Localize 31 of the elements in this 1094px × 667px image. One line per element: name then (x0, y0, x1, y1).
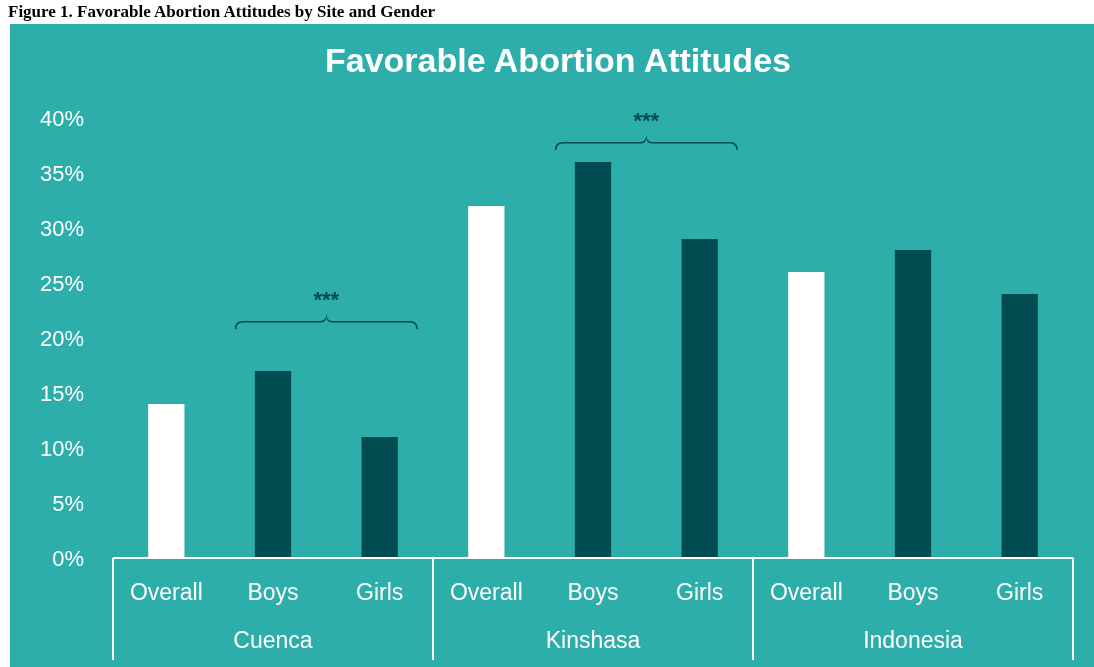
x-tick-label: Girls (356, 579, 404, 605)
y-tick-label: 0% (52, 545, 84, 571)
y-tick-label: 35% (39, 160, 84, 186)
bar (681, 239, 718, 558)
x-tick-label: Boys (887, 579, 939, 605)
x-tick-label: Girls (996, 579, 1044, 605)
y-tick-label: 25% (39, 270, 84, 296)
y-tick-label: 40% (39, 105, 84, 131)
caption: Figure 1. Favorable Abortion Attitudes by Site and Gender (8, 2, 436, 21)
y-tick-label: 5% (52, 490, 84, 516)
y-tick-label: 15% (39, 380, 84, 406)
text: Indonesia (863, 627, 964, 653)
chart-title: Favorable Abortion Attitudes (325, 41, 791, 79)
annotation: *** (313, 287, 340, 312)
x-tick-label: Boys (247, 579, 299, 605)
x-tick-label: Boys (567, 579, 619, 605)
bar (361, 437, 398, 558)
bar (894, 250, 932, 558)
text: Kinshasa (545, 627, 641, 653)
y-tick-label: 10% (39, 435, 84, 461)
y-tick-label: 20% (39, 325, 84, 351)
text: Cuenca (233, 627, 313, 653)
x-tick-label: Girls (676, 579, 724, 605)
x-tick-label: Overall (129, 579, 203, 605)
y-tick-label: 30% (39, 215, 84, 241)
bar (574, 162, 612, 558)
annotation: *** (633, 108, 660, 133)
x-tick-label: Overall (449, 579, 523, 605)
bar (1001, 294, 1038, 558)
bar (254, 371, 292, 558)
x-tick-label: Overall (769, 579, 843, 605)
